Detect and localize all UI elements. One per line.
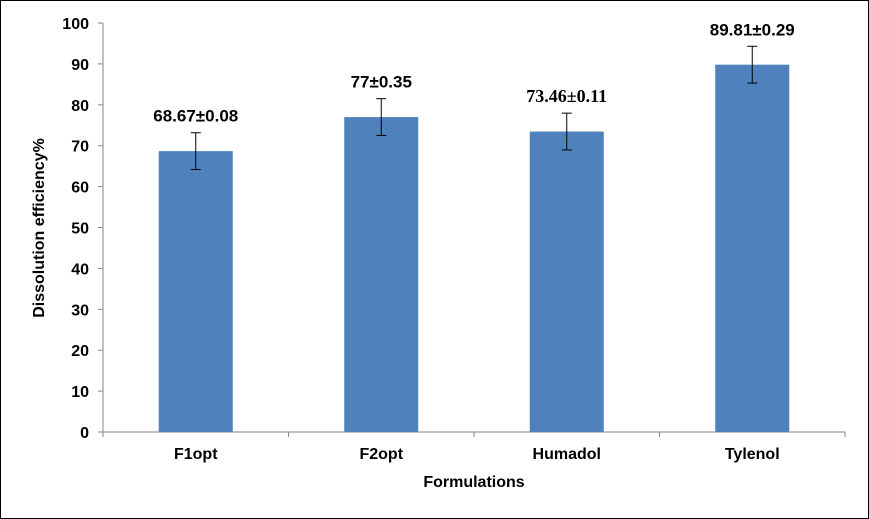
data-label: 68.67±0.08 [153, 107, 238, 126]
y-tick-label: 100 [62, 16, 89, 33]
data-label: 77±0.35 [351, 73, 412, 92]
data-label: 89.81±0.29 [710, 20, 795, 39]
y-tick-label: 50 [71, 221, 89, 238]
bar-f2opt [344, 117, 419, 432]
y-tick-label: 90 [71, 57, 89, 74]
y-axis-label: Dissolution efficiency% [31, 138, 48, 318]
y-tick-label: 10 [71, 384, 89, 401]
y-tick-label: 20 [71, 343, 89, 360]
y-tick-label: 40 [71, 261, 89, 278]
x-axis-label: Formulations [423, 474, 524, 491]
bar-tylenol [715, 64, 790, 433]
y-tick-label: 0 [80, 425, 89, 442]
x-tick-label: F2opt [359, 446, 403, 463]
y-tick-label: 60 [71, 180, 89, 197]
y-tick-label: 70 [71, 139, 89, 156]
bar-f1opt [158, 151, 233, 432]
x-tick-label: Tylenol [725, 446, 780, 463]
y-tick-label: 80 [71, 98, 89, 115]
bar-humadol [529, 131, 604, 433]
x-tick-label: Humadol [533, 446, 601, 463]
data-label: 73.46±0.11 [526, 86, 607, 106]
x-tick-label: F1opt [174, 446, 218, 463]
y-tick-label: 30 [71, 302, 89, 319]
